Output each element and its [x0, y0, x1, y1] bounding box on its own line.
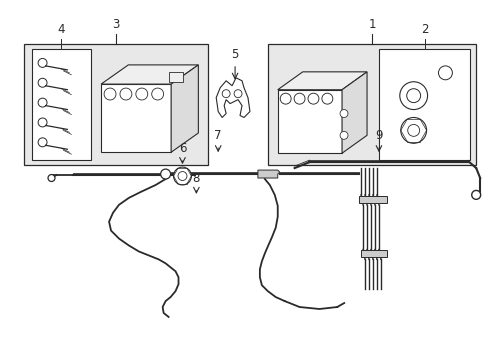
Polygon shape	[257, 170, 279, 178]
Circle shape	[407, 125, 419, 136]
Bar	[358, 196, 386, 203]
Bar	[101, 84, 171, 152]
Circle shape	[104, 88, 116, 100]
Text: 2: 2	[420, 23, 427, 36]
Circle shape	[399, 82, 427, 109]
Bar	[277, 90, 341, 153]
Bar	[378, 49, 469, 160]
Circle shape	[293, 93, 305, 104]
Circle shape	[471, 190, 480, 199]
Circle shape	[48, 175, 55, 181]
Circle shape	[161, 169, 170, 179]
Circle shape	[438, 66, 451, 80]
Circle shape	[38, 78, 47, 87]
Polygon shape	[171, 65, 198, 152]
Text: 4: 4	[58, 23, 65, 36]
Circle shape	[321, 93, 332, 104]
Polygon shape	[216, 78, 249, 117]
Text: 9: 9	[374, 129, 382, 142]
Circle shape	[38, 58, 47, 67]
Circle shape	[307, 93, 318, 104]
Text: 8: 8	[192, 172, 200, 185]
Circle shape	[151, 88, 163, 100]
Bar	[360, 251, 386, 257]
Text: 6: 6	[179, 142, 186, 155]
Circle shape	[406, 89, 420, 103]
Circle shape	[222, 90, 230, 98]
Bar	[169, 72, 183, 82]
Circle shape	[120, 88, 132, 100]
Polygon shape	[101, 65, 198, 84]
Circle shape	[280, 93, 290, 104]
Circle shape	[234, 90, 242, 98]
Circle shape	[178, 172, 186, 180]
Circle shape	[136, 88, 147, 100]
Text: 1: 1	[367, 18, 375, 31]
Bar	[24, 44, 208, 165]
Text: 5: 5	[231, 48, 238, 61]
Polygon shape	[277, 72, 366, 90]
Text: 3: 3	[112, 18, 120, 31]
Circle shape	[400, 117, 426, 143]
Polygon shape	[341, 72, 366, 153]
Circle shape	[339, 131, 347, 139]
Circle shape	[173, 167, 191, 185]
Circle shape	[38, 98, 47, 107]
Bar	[267, 44, 475, 165]
Circle shape	[339, 109, 347, 117]
Bar	[32, 49, 91, 160]
Text: 7: 7	[214, 129, 222, 142]
Circle shape	[38, 138, 47, 147]
Circle shape	[38, 118, 47, 127]
